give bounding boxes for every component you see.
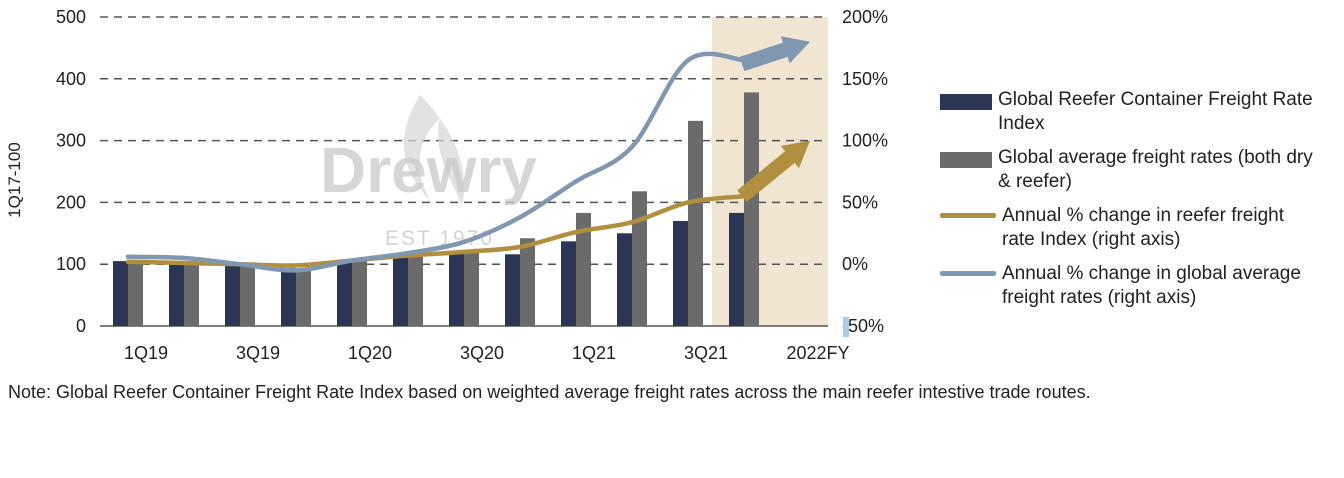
bar-global-rates	[296, 269, 311, 326]
y2-tick-label: 50%	[842, 192, 878, 212]
bar-global-rates	[464, 250, 479, 326]
y-tick-label: 100	[56, 254, 86, 274]
bar-reefer-index	[673, 220, 688, 326]
bar-reefer-index	[617, 233, 632, 326]
legend-label: Global Reefer Container Freight Rate Ind…	[998, 89, 1313, 134]
bar-reefer-index	[561, 241, 576, 326]
watermark-tagline: EST 1970	[385, 227, 494, 250]
legend-swatch-global-rates	[940, 152, 992, 168]
legend-label: Annual % change in reefer freight rate I…	[1002, 205, 1285, 250]
bar-global-rates	[576, 212, 591, 326]
y-tick-label: 500	[56, 7, 86, 27]
legend-label: Annual % change in global average freigh…	[1002, 263, 1301, 308]
x-tick-label: 3Q19	[236, 343, 280, 363]
legend-item-global-change: Annual % change in global average freigh…	[940, 262, 1340, 310]
legend-item-global-rates: Global average freight rates (both dry &…	[940, 146, 1340, 194]
y2-accent-mark	[843, 317, 849, 337]
y2-tick-label: 200%	[842, 7, 888, 27]
flame-logo-icon	[403, 95, 465, 205]
watermark-brand: Drewry	[320, 134, 537, 206]
y2-tick-label: -50%	[842, 316, 884, 336]
y-tick-label: 200	[56, 192, 86, 212]
y2-tick-label: 100%	[842, 131, 888, 151]
bar-reefer-index	[449, 252, 464, 326]
y2-tick-label: 0%	[842, 254, 868, 274]
chart-legend: Global Reefer Container Freight Rate Ind…	[940, 88, 1340, 320]
drewry-watermark: Drewry EST 1970	[320, 95, 537, 250]
legend-item-reefer-change: Annual % change in reefer freight rate I…	[940, 204, 1340, 252]
legend-swatch-reefer-change	[940, 213, 996, 218]
y-axis-label: 1Q17-100	[5, 142, 24, 218]
line-global-change-forecast-arrow	[739, 36, 810, 72]
x-tick-label: 3Q20	[460, 343, 504, 363]
y-tick-label: 0	[76, 316, 86, 336]
bar-reefer-index	[505, 254, 520, 326]
x-tick-label: 1Q21	[572, 343, 616, 363]
legend-swatch-reefer-index	[940, 94, 992, 110]
bar-global-rates	[744, 92, 759, 326]
x-tick-label: 1Q19	[124, 343, 168, 363]
x-tick-label: 2022FY	[786, 343, 849, 363]
bar-reefer-index	[225, 263, 240, 326]
line-global-change	[125, 51, 747, 273]
y-tick-label: 300	[56, 131, 86, 151]
bar-global-rates	[632, 191, 647, 326]
bar-reefer-index	[729, 212, 744, 326]
chart-canvas: Drewry EST 1970 0 100 200 300 400 500 -50% 0% 50…	[5, 7, 888, 363]
bar-global-rates	[408, 256, 423, 326]
bar-global-rates	[688, 120, 703, 326]
bar-reefer-index	[337, 261, 352, 326]
bar-global-rates	[352, 261, 367, 326]
y2-tick-label: 150%	[842, 69, 888, 89]
chart-note: Note: Global Reefer Container Freight Ra…	[8, 382, 1091, 402]
x-tick-label: 1Q20	[348, 343, 392, 363]
bar-global-rates	[520, 238, 535, 326]
bar-reefer-index	[169, 262, 184, 326]
bar-global-rates	[128, 261, 143, 326]
legend-swatch-global-change	[940, 271, 996, 276]
bar-reefer-index	[113, 261, 128, 326]
bar-reefer-index	[393, 257, 408, 326]
bar-global-rates	[184, 261, 199, 326]
bar-reefer-index	[281, 267, 296, 326]
y-tick-label: 400	[56, 69, 86, 89]
line-reefer-change-forecast-arrow	[737, 140, 810, 203]
legend-item-reefer-index: Global Reefer Container Freight Rate Ind…	[940, 88, 1340, 136]
x-tick-label: 3Q21	[684, 343, 728, 363]
bar-global-rates	[240, 262, 255, 326]
legend-label: Global average freight rates (both dry &…	[998, 147, 1313, 192]
